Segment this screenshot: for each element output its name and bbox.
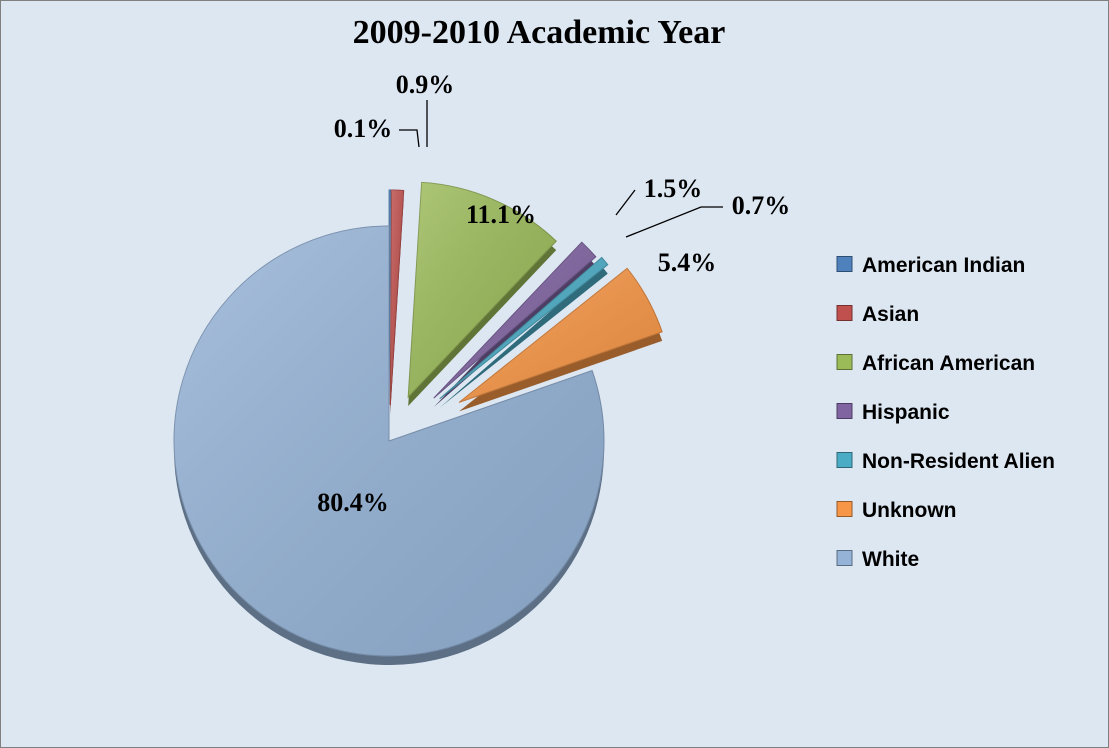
slice-shading-hispanic — [433, 242, 596, 399]
legend-swatch-asian — [836, 305, 853, 321]
data-label-african-american: 11.1% — [466, 200, 536, 229]
legend-label-unknown: Unknown — [862, 499, 957, 522]
legend-item-white: White — [836, 548, 919, 571]
data-label-hispanic: 1.5% — [644, 174, 703, 203]
legend-item-non-resident-alien: Non-Resident Alien — [836, 450, 1055, 473]
legend-item-unknown: Unknown — [836, 499, 957, 522]
legend-label-asian: Asian — [862, 303, 919, 326]
legend-label-non-resident-alien: Non-Resident Alien — [862, 450, 1055, 473]
legend-item-hispanic: Hispanic — [836, 401, 950, 424]
leader-line-hispanic — [615, 189, 636, 216]
slice-depth-non-resident-alien — [439, 266, 608, 408]
slice-shading-asian — [390, 190, 404, 406]
legend-swatch-white — [836, 550, 853, 566]
legend-swatch-american-indian — [836, 256, 853, 272]
slice-shading-african-american — [408, 182, 557, 397]
legend-item-asian: Asian — [836, 303, 919, 326]
slice-shading-non-resident-alien — [439, 257, 608, 399]
legend-label-american-indian: American Indian — [862, 254, 1025, 277]
leader-line-non-resident-alien — [625, 206, 723, 238]
data-label-non-resident-alien: 0.7% — [732, 191, 791, 220]
chart-title: 2009-2010 Academic Year — [353, 14, 726, 51]
data-label-american-indian: 0.1% — [334, 114, 393, 143]
legend: American Indian Asian African American Hisp… — [836, 254, 1055, 571]
data-label-white: 80.4% — [317, 488, 389, 517]
legend-label-white: White — [862, 548, 919, 571]
legend-item-american-indian: American Indian — [836, 254, 1025, 277]
leader-line-american-indian — [399, 129, 420, 148]
legend-label-hispanic: Hispanic — [862, 401, 950, 424]
legend-swatch-hispanic — [836, 403, 853, 419]
data-labels: 0.1%0.9% 11.1% 1.5% 0.7% 5.4% 80.4% — [317, 70, 790, 517]
data-label-asian: 0.9% — [396, 70, 455, 99]
data-label-unknown: 5.4% — [658, 248, 717, 277]
legend-swatch-african-american — [836, 354, 853, 370]
legend-item-african-american: African American — [836, 352, 1035, 375]
legend-swatch-non-resident-alien — [836, 452, 853, 468]
slice-shading-unknown — [459, 268, 663, 403]
slice-shading-white — [174, 226, 604, 656]
pie-slices — [173, 181, 663, 665]
legend-swatch-unknown — [836, 501, 853, 517]
legend-label-african-american: African American — [862, 352, 1035, 375]
